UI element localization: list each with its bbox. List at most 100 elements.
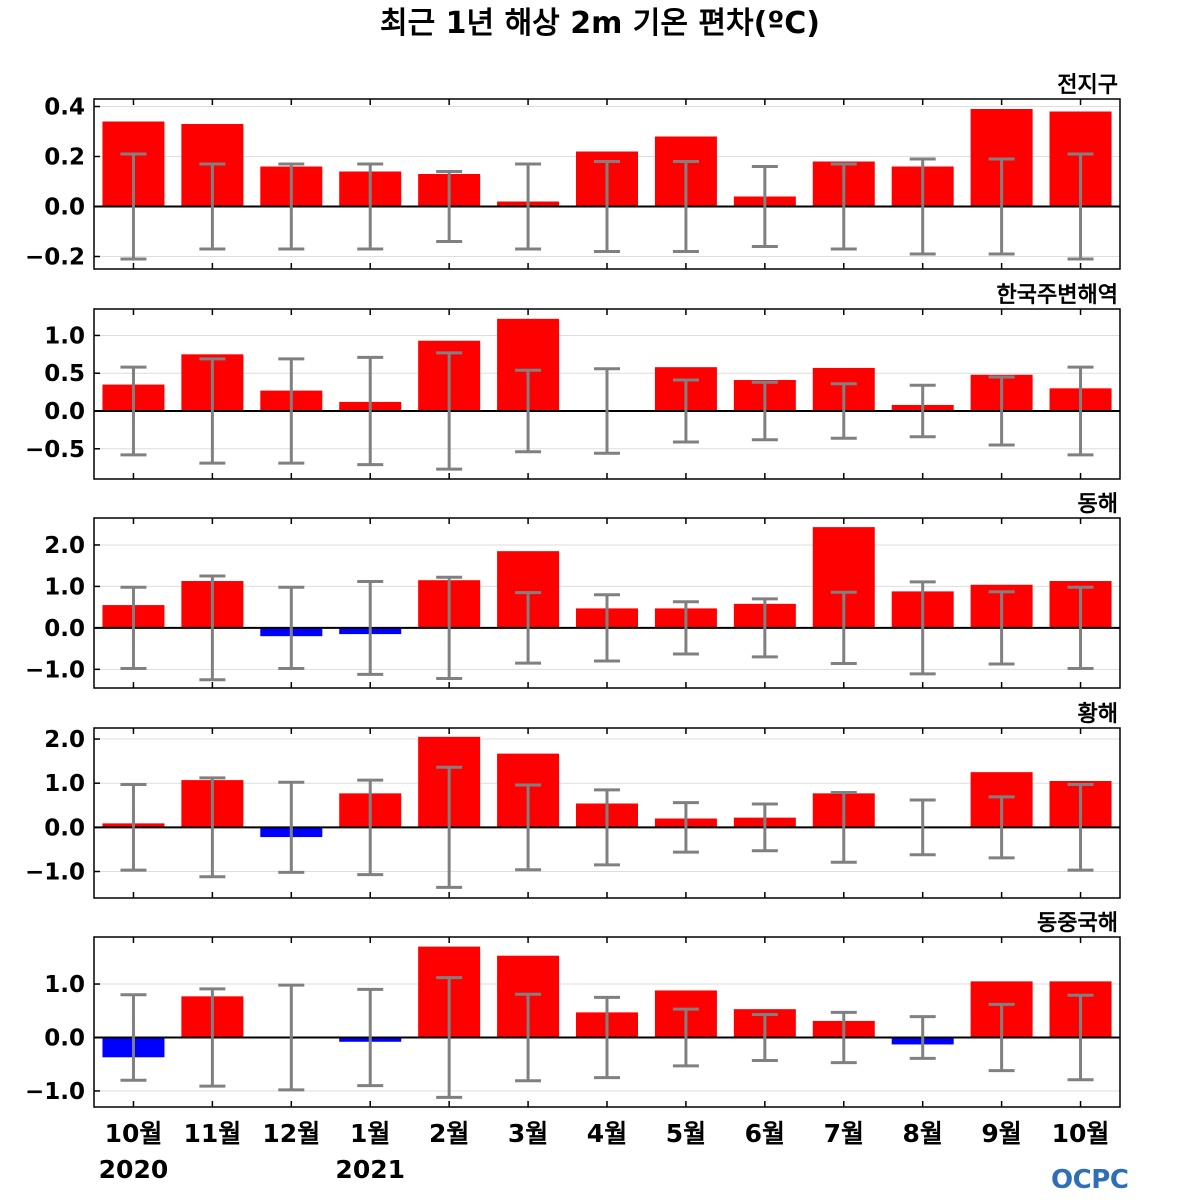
error-bar [278, 983, 305, 1092]
error-bar [1067, 585, 1094, 671]
error-bar [751, 380, 778, 442]
y-tick-label: 0.4 [44, 95, 85, 121]
error-bar [515, 368, 542, 454]
error-bar [909, 1015, 936, 1060]
y-tick-label: 0.2 [44, 145, 85, 171]
panel-label: 한국주변해역 [997, 283, 1118, 308]
error-bar [199, 574, 226, 682]
error-bar [436, 351, 463, 471]
error-bar [1067, 783, 1094, 872]
x-tick-label: 8월 [902, 1119, 942, 1148]
x-tick-label: 7월 [824, 1119, 864, 1148]
error-bar [672, 801, 699, 854]
x-tick-label: 12월 [262, 1119, 320, 1148]
ocpc-logo: OCPC [1051, 1165, 1129, 1195]
error-bar [594, 995, 620, 1080]
error-bar [357, 162, 384, 251]
error-bar [436, 976, 463, 1099]
y-tick-label: 1.0 [44, 323, 85, 349]
error-bar [909, 157, 936, 256]
y-tick-label: −1.0 [25, 1079, 85, 1105]
y-tick-label: 0.0 [44, 399, 85, 425]
x-tick-label: 9월 [981, 1119, 1021, 1148]
error-bar [278, 357, 305, 465]
error-bar [357, 579, 384, 676]
y-tick-label: 2.0 [44, 533, 85, 559]
year-label: 2021 [335, 1155, 405, 1184]
logo-text: OCPC [1051, 1165, 1129, 1195]
error-bar [672, 160, 699, 253]
error-bar [988, 795, 1015, 860]
error-bar [515, 783, 542, 872]
error-bar [909, 580, 936, 676]
error-bar [751, 597, 778, 659]
error-bar [199, 357, 226, 465]
y-tick-label: 0.5 [44, 361, 85, 387]
error-bar [988, 1002, 1015, 1073]
error-bar [594, 160, 620, 253]
error-bar [830, 382, 857, 440]
y-tick-label: 2.0 [44, 727, 85, 753]
error-bar [515, 992, 542, 1083]
error-bar [594, 593, 620, 663]
error-bar [594, 788, 620, 867]
error-bar [120, 993, 147, 1082]
error-bar [436, 765, 463, 889]
error-bar [594, 367, 620, 455]
x-tick-label: 11월 [183, 1119, 241, 1148]
error-bar [357, 778, 384, 877]
error-bar [672, 378, 699, 444]
panel-label: 황해 [1078, 702, 1118, 727]
error-bar [278, 162, 305, 251]
error-bar [1067, 152, 1094, 261]
error-bar [120, 365, 147, 457]
x-tick-label: 2월 [429, 1119, 469, 1148]
error-bar [672, 600, 699, 656]
error-bar [672, 1007, 699, 1068]
panel-0: −0.2 0.0 0.2 0.4 전지구 [25, 73, 1121, 271]
x-axis-labels: 10월 11월 12월 1월 2월 3월 4월 5월 6월 7월 8월 9월 10월 2020 2021 [99, 1119, 1110, 1184]
error-bar [830, 790, 857, 864]
error-bar [751, 165, 778, 248]
error-bar [436, 575, 463, 680]
error-bar [120, 585, 147, 671]
error-bar [515, 591, 542, 665]
error-bar [199, 162, 226, 251]
error-bar [909, 383, 936, 439]
error-bar [199, 987, 226, 1088]
x-tick-label: 4월 [587, 1119, 627, 1148]
error-bar [830, 590, 857, 666]
error-bar [1067, 993, 1094, 1082]
error-bar [1067, 365, 1094, 457]
y-tick-label: −1.0 [25, 860, 85, 886]
error-bar [988, 157, 1015, 256]
error-bar [988, 375, 1015, 447]
y-tick-label: 0.0 [44, 616, 85, 642]
panel-label: 동해 [1078, 492, 1118, 517]
y-tick-label: 0.0 [44, 815, 85, 841]
panel-label: 동중국해 [1037, 911, 1118, 936]
error-bar [830, 1010, 857, 1065]
error-bar [515, 162, 542, 251]
error-bar [751, 1013, 778, 1062]
y-tick-label: 0.0 [44, 195, 85, 221]
y-tick-label: 0.0 [44, 1026, 85, 1052]
panel-4: −1.0 0.0 1.0 동중국해 [25, 911, 1121, 1108]
y-tick-label: 1.0 [44, 972, 85, 998]
error-bar [436, 170, 463, 243]
y-tick-label: −0.2 [25, 245, 85, 271]
panel-3: −1.0 0.0 1.0 2.0 황해 [25, 702, 1121, 899]
panel-2: −1.0 0.0 1.0 2.0 동해 [25, 492, 1121, 689]
y-tick-label: 1.0 [44, 771, 85, 797]
error-bar [357, 987, 384, 1088]
error-bar [278, 585, 305, 671]
error-bar [909, 798, 936, 857]
error-bar [120, 152, 147, 261]
x-tick-label: 3월 [508, 1119, 548, 1148]
chart-title: 최근 1년 해상 2m 기온 편차(ºC) [380, 6, 820, 41]
y-tick-label: 1.0 [44, 574, 85, 600]
error-bar [830, 162, 857, 251]
panel-label: 전지구 [1057, 73, 1118, 98]
panel-1: −0.5 0.0 0.5 1.0 한국주변해역 [25, 283, 1121, 480]
